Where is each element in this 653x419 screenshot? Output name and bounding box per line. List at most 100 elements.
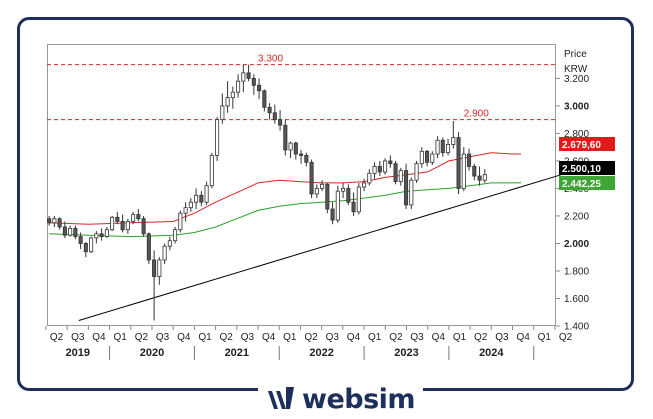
candle-body xyxy=(209,155,214,187)
candle-31 xyxy=(209,152,214,189)
candle-body xyxy=(372,166,377,174)
candle-2 xyxy=(57,217,62,230)
y-tick-label: 3.200 xyxy=(564,74,589,85)
candle-body xyxy=(409,179,414,206)
quarter-label: Q1 xyxy=(283,332,297,343)
candle-83 xyxy=(482,169,487,183)
quarter-label: Q4 xyxy=(92,332,106,343)
quarter-label: Q3 xyxy=(156,332,170,343)
candle-body xyxy=(89,237,94,253)
year-label: 2021 xyxy=(225,347,249,359)
quarter-label: Q3 xyxy=(495,332,509,343)
candle-76 xyxy=(446,138,451,156)
candle-body xyxy=(461,153,466,189)
candle-39 xyxy=(251,74,256,95)
quarter-label: Q4 xyxy=(516,332,530,343)
quarter-label: Q1 xyxy=(198,332,212,343)
candle-body xyxy=(94,233,99,239)
candle-body xyxy=(68,227,73,236)
quarter-label: Q4 xyxy=(432,332,446,343)
candle-body xyxy=(188,201,193,209)
moving-average-line-1 xyxy=(49,182,522,238)
candle-23 xyxy=(167,236,172,251)
candle-body xyxy=(451,137,456,145)
candle-body xyxy=(152,259,157,277)
value-tag-1: 2.500,10 xyxy=(559,161,615,175)
candle-body xyxy=(246,72,251,79)
candle-body xyxy=(52,218,57,224)
candle-4 xyxy=(68,225,73,237)
year-label: 2019 xyxy=(66,347,90,359)
candle-81 xyxy=(472,163,477,181)
candle-59 xyxy=(356,182,361,215)
candle-body xyxy=(47,218,52,224)
candle-body xyxy=(241,72,246,82)
candle-0 xyxy=(47,215,52,226)
candle-body xyxy=(146,233,151,261)
candle-22 xyxy=(162,243,167,265)
candle-65 xyxy=(388,155,393,168)
candle-body xyxy=(320,183,325,189)
candle-68 xyxy=(404,163,409,210)
candle-body xyxy=(425,150,430,163)
candle-20 xyxy=(152,250,157,321)
candle-18 xyxy=(141,215,146,237)
candle-body xyxy=(110,216,115,231)
quarter-label: Q1 xyxy=(538,332,552,343)
candle-body xyxy=(262,90,267,108)
candle-51 xyxy=(314,184,319,199)
year-label: 2020 xyxy=(140,347,164,359)
candle-64 xyxy=(383,158,388,175)
candle-17 xyxy=(136,209,141,222)
candle-body xyxy=(477,175,482,181)
candle-21 xyxy=(157,257,162,285)
candle-67 xyxy=(398,167,403,186)
candle-body xyxy=(383,160,388,173)
quarter-label: Q3 xyxy=(326,332,340,343)
candle-body xyxy=(78,236,83,244)
candle-24 xyxy=(173,226,178,244)
candle-78 xyxy=(456,132,461,194)
y-tick-label: 2.200 xyxy=(564,211,589,222)
candle-74 xyxy=(435,136,440,159)
candle-46 xyxy=(288,141,293,159)
candle-63 xyxy=(377,160,382,177)
candle-body xyxy=(367,172,372,184)
candle-13 xyxy=(115,211,120,225)
y-tick-label: 3.000 xyxy=(564,101,589,112)
candle-1 xyxy=(52,215,57,227)
candle-body xyxy=(120,221,125,231)
candle-75 xyxy=(440,137,445,157)
candle-body xyxy=(125,221,130,231)
candle-body xyxy=(131,214,136,222)
candle-body xyxy=(104,229,109,237)
candle-33 xyxy=(220,93,225,124)
quarter-label: Q3 xyxy=(71,332,85,343)
candle-56 xyxy=(341,182,346,199)
candle-body xyxy=(257,84,262,92)
candle-29 xyxy=(199,191,204,207)
candle-body xyxy=(435,139,440,155)
value-tag-bg xyxy=(559,137,615,151)
candle-32 xyxy=(215,116,220,161)
y-axis-title: Price xyxy=(564,49,587,60)
candle-body xyxy=(220,105,225,121)
candle-body xyxy=(225,97,230,107)
candle-body xyxy=(215,119,220,156)
candle-body xyxy=(83,243,88,253)
quarter-label: Q2 xyxy=(135,332,149,343)
candle-body xyxy=(199,194,204,203)
resistance-label-1: 2.900 xyxy=(464,109,489,120)
candle-8 xyxy=(89,236,94,254)
candle-body xyxy=(419,150,424,165)
candle-9 xyxy=(94,231,99,244)
candle-body xyxy=(278,119,283,126)
candle-36 xyxy=(236,74,241,98)
candle-53 xyxy=(325,182,330,214)
quarter-label: Q3 xyxy=(241,332,255,343)
plot-area xyxy=(47,44,556,326)
candle-50 xyxy=(309,159,314,199)
candle-72 xyxy=(425,149,430,167)
candle-body xyxy=(346,188,351,203)
candle-body xyxy=(183,207,188,214)
